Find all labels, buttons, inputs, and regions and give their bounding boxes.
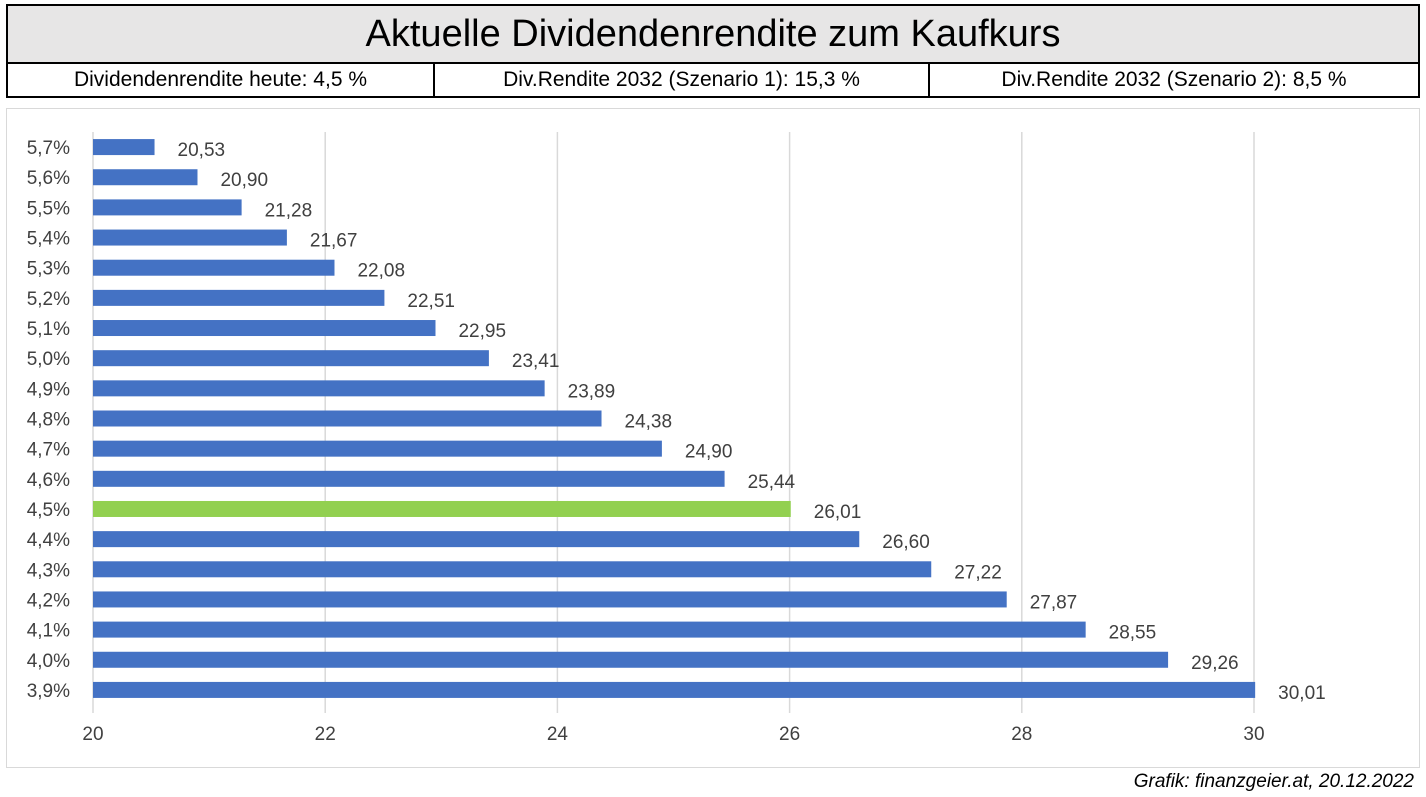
chart-area xyxy=(6,108,1420,768)
chart-title: Aktuelle Dividendenrendite zum Kaufkurs xyxy=(365,12,1061,55)
chart-title-box: Aktuelle Dividendenrendite zum Kaufkurs xyxy=(6,4,1420,64)
credit-footer: Grafik: finanzgeier.at, 20.12.2022 xyxy=(1133,771,1414,792)
info-scenario-2: Div.Rendite 2032 (Szenario 2): 8,5 % xyxy=(928,64,1418,96)
info-dividend-today: Dividendenrendite heute: 4,5 % xyxy=(73,68,368,91)
info-scenario-1: Div.Rendite 2032 (Szenario 1): 15,3 % xyxy=(433,64,928,96)
info-row: Dividendenrendite heute: 4,5 % Div.Rendi… xyxy=(6,64,1420,98)
